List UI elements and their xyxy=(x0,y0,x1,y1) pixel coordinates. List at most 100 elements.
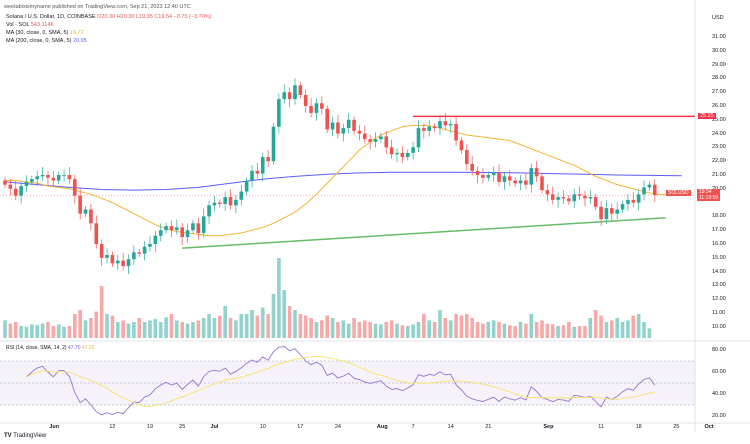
volume-bar xyxy=(475,322,480,338)
price-tick: 17.00 xyxy=(712,227,726,234)
candle-body xyxy=(298,85,303,95)
time-tick: Oct xyxy=(704,424,714,430)
volume-bar xyxy=(266,314,270,338)
rsi-legend[interactable]: RSI (14, close, SMA, 14, 2) 47.70 42.02 xyxy=(6,345,94,351)
candle-body xyxy=(346,119,351,129)
volume-bar xyxy=(389,320,394,338)
candle-body xyxy=(19,186,23,196)
rsi-line xyxy=(26,345,656,416)
ma200-label: MA (200, close, 0, SMA, 5) xyxy=(6,38,72,44)
candle-body xyxy=(266,157,270,162)
candle-body xyxy=(164,226,168,231)
candle-body xyxy=(405,152,410,158)
volume-bar xyxy=(405,326,410,338)
candle-body xyxy=(78,195,82,214)
volume-bar xyxy=(282,290,287,338)
candle-body xyxy=(481,175,485,178)
candle-body xyxy=(175,227,179,231)
symbol-title[interactable]: Solana / U.S. Dollar, 1D, COINBASE xyxy=(6,14,96,20)
candle-body xyxy=(620,203,625,210)
currency-label[interactable]: USD xyxy=(712,15,724,21)
volume-bar xyxy=(303,315,308,338)
volume-bar xyxy=(604,322,609,338)
candle-body xyxy=(115,260,120,264)
volume-legend[interactable]: Vol · SOL 543.114K xyxy=(6,22,54,28)
candle-body xyxy=(325,108,329,130)
volume-bar xyxy=(298,314,303,338)
volume-bar xyxy=(3,320,7,338)
candle-body xyxy=(67,175,72,180)
candle-body xyxy=(626,199,630,204)
price-tick: 20.00 xyxy=(712,186,726,192)
candle-body xyxy=(196,223,201,233)
candle-body xyxy=(443,121,448,126)
volume-bar xyxy=(158,322,163,338)
rsi-tick: 40.00 xyxy=(712,391,726,397)
ma30-legend[interactable]: MA (30, close, 0, SMA, 5) 19.72 xyxy=(6,30,84,36)
candle-body xyxy=(89,209,93,224)
volume-bar xyxy=(121,320,125,338)
volume-bar xyxy=(341,320,346,338)
volume-bar xyxy=(244,314,249,338)
volume-bar xyxy=(534,322,539,338)
volume-bar xyxy=(416,322,421,338)
candle-body xyxy=(30,179,34,182)
candle-body xyxy=(260,157,265,174)
volume-bar xyxy=(132,322,136,338)
volume-bar xyxy=(336,322,340,338)
volume-bar xyxy=(438,310,442,338)
price-tick: 24.00 xyxy=(712,130,726,137)
volume-bar xyxy=(212,318,217,338)
volume-bar xyxy=(62,326,66,338)
volume-bar xyxy=(180,322,185,338)
candle-body xyxy=(234,199,238,206)
candle-body xyxy=(255,170,260,174)
ohlc-high: H20.30 xyxy=(116,14,135,20)
candle-body xyxy=(427,126,432,131)
logo-text: TradingView xyxy=(13,433,47,439)
volume-bar xyxy=(24,326,29,338)
volume-bar xyxy=(196,320,201,338)
volume-bar xyxy=(626,320,630,338)
candle-body xyxy=(158,230,163,236)
candle-body xyxy=(550,194,555,200)
volume-bar xyxy=(400,325,405,338)
candle-body xyxy=(599,206,603,220)
volume-bar xyxy=(454,314,458,338)
volume-bar xyxy=(175,320,179,338)
ohlc-open: O20.30 xyxy=(97,14,116,20)
volume-bar xyxy=(470,318,474,338)
volume-bar xyxy=(277,258,281,338)
candle-body xyxy=(46,175,50,178)
volume-bar xyxy=(330,318,335,338)
candle-body xyxy=(631,199,636,203)
ma200-line xyxy=(4,171,682,191)
price-tick: 29.00 xyxy=(712,61,726,68)
candle-body xyxy=(384,136,389,148)
candle-body xyxy=(561,197,566,199)
volume-bar xyxy=(572,326,577,338)
candle-body xyxy=(545,190,550,195)
candle-body xyxy=(320,103,324,109)
volume-bar xyxy=(443,318,448,338)
volume-bar xyxy=(432,322,437,338)
volume-bar xyxy=(169,314,174,338)
ma200-legend[interactable]: MA (200, close, 0, SMA, 5) 20.95 xyxy=(6,38,87,44)
volume-bar xyxy=(615,318,619,338)
candle-body xyxy=(652,184,657,196)
volume-bar xyxy=(459,315,464,338)
bar-countdown: 11:19:59 xyxy=(699,195,719,201)
tradingview-logo[interactable]: TV TradingView xyxy=(4,433,47,439)
time-tick: 10 xyxy=(259,424,266,430)
volume-bar xyxy=(67,326,72,338)
candle-body xyxy=(567,198,571,202)
volume-bar xyxy=(481,323,485,338)
candle-body xyxy=(389,147,394,155)
volume-bar xyxy=(631,315,636,338)
volume-bar xyxy=(491,320,496,338)
candle-body xyxy=(282,92,287,100)
volume-bar xyxy=(142,322,147,338)
price-tick: 18.00 xyxy=(712,213,726,220)
volume-bar xyxy=(73,314,77,338)
